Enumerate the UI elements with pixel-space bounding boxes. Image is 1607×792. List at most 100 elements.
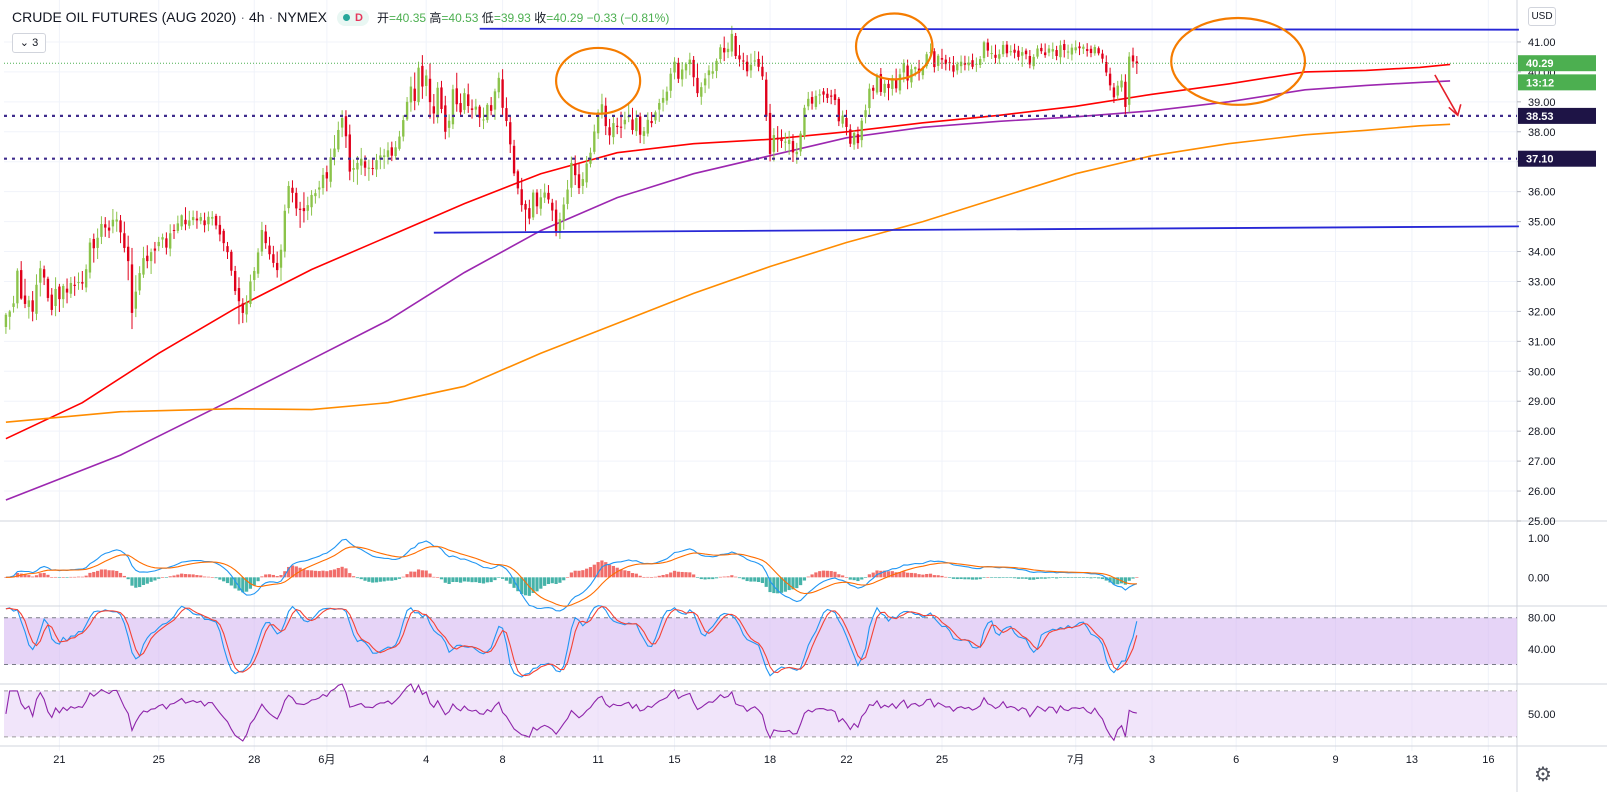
macd-bar	[275, 576, 279, 578]
arrow-head-icon	[1448, 104, 1462, 117]
macd-bar	[756, 577, 761, 582]
candle-body	[96, 237, 99, 248]
stoch-tick-label: 40.00	[1528, 644, 1556, 656]
macd-bar	[974, 577, 978, 580]
macd-bar	[806, 576, 810, 578]
moving-average-line	[5, 80, 1451, 501]
candle-body	[329, 157, 332, 182]
macd-bar	[833, 571, 837, 578]
macd-bar	[1085, 577, 1089, 578]
x-tick-label: 25	[936, 754, 948, 766]
macd-bar	[42, 572, 46, 578]
candle-body	[474, 106, 478, 110]
macd-bar	[627, 570, 631, 578]
candle-body	[520, 189, 523, 206]
macd-bar	[932, 575, 936, 578]
macd-bar	[760, 577, 765, 584]
candle-body	[531, 192, 535, 218]
candle-body	[921, 68, 925, 76]
candle-body	[700, 87, 703, 97]
macd-bar	[183, 574, 188, 578]
macd-bar	[53, 576, 58, 578]
currency-label[interactable]: USD	[1528, 7, 1556, 26]
macd-bar	[206, 576, 211, 578]
macd-bar	[1001, 577, 1005, 578]
candle-body	[1001, 44, 1005, 55]
candle-body	[780, 138, 783, 142]
macd-bar	[936, 575, 940, 578]
collapse-indicators-button[interactable]: ⌄ 3	[12, 33, 46, 53]
macd-bar	[1051, 577, 1055, 579]
candle-body	[134, 291, 137, 309]
candle-body	[73, 284, 76, 286]
candle-body	[436, 87, 439, 118]
macd-bar	[122, 575, 126, 578]
candle-body	[467, 94, 470, 107]
candle-body	[360, 158, 363, 166]
candle-body	[879, 73, 883, 92]
macd-bar	[768, 577, 772, 593]
candle-body	[130, 264, 134, 313]
candle-body	[711, 71, 714, 74]
candle-body	[42, 269, 46, 278]
candle-body	[428, 78, 432, 103]
candle-body	[558, 219, 562, 233]
delay-badge[interactable]: D	[337, 10, 369, 26]
candle-body	[1009, 51, 1012, 53]
x-tick-label: 13	[1406, 754, 1418, 766]
macd-bar	[202, 576, 207, 578]
interval-label[interactable]: 4h	[248, 9, 265, 25]
candle-body	[776, 137, 779, 140]
macd-bar	[229, 577, 233, 586]
candle-body	[1101, 53, 1104, 59]
candle-body	[1112, 87, 1116, 98]
candle-body	[902, 63, 905, 73]
candle-body	[493, 91, 497, 110]
candle-body	[138, 273, 141, 291]
macd-tick-label: 1.00	[1528, 533, 1549, 545]
candle-body	[914, 67, 917, 70]
macd-bar	[443, 577, 447, 583]
macd-bar	[967, 577, 971, 580]
macd-tick-label: 0.00	[1528, 572, 1549, 584]
candle-body	[1089, 48, 1093, 54]
macd-bar	[1005, 577, 1009, 578]
candle-body	[279, 249, 283, 268]
y-tick-label: 33.00	[1528, 276, 1556, 288]
candle-body	[226, 246, 229, 253]
macd-bar	[1112, 577, 1116, 585]
macd-bar	[416, 569, 421, 578]
x-tick-label: 7月	[1067, 754, 1084, 766]
candle-body	[1017, 50, 1020, 57]
macd-bar	[1009, 577, 1013, 578]
macd-bar	[951, 577, 956, 579]
highlight-circle	[554, 46, 642, 115]
macd-bar	[825, 570, 829, 578]
macd-bar	[233, 577, 237, 589]
macd-bar	[321, 570, 325, 578]
candle-body	[799, 133, 802, 152]
macd-bar	[722, 576, 726, 578]
candle-body	[146, 255, 149, 262]
macd-bar	[1043, 577, 1047, 579]
macd-bar	[420, 570, 424, 578]
candle-body	[956, 64, 959, 71]
macd-bar	[317, 571, 321, 578]
candle-body	[810, 97, 814, 104]
rsi-tick-label: 50.00	[1528, 709, 1556, 721]
macd-bar	[424, 570, 428, 578]
macd-bar	[997, 577, 1001, 579]
macd-bar	[970, 577, 975, 580]
candle-body	[104, 224, 107, 228]
candle-body	[84, 269, 88, 288]
gear-icon[interactable]: ⚙	[1534, 764, 1552, 786]
macd-bar	[730, 575, 734, 578]
macd-bar	[665, 574, 669, 578]
x-tick-label: 4	[423, 754, 429, 766]
candle-body	[852, 132, 856, 145]
macd-bar	[707, 577, 711, 580]
candles	[4, 25, 1139, 334]
macd-bar	[619, 569, 623, 578]
candle-body	[719, 47, 722, 60]
